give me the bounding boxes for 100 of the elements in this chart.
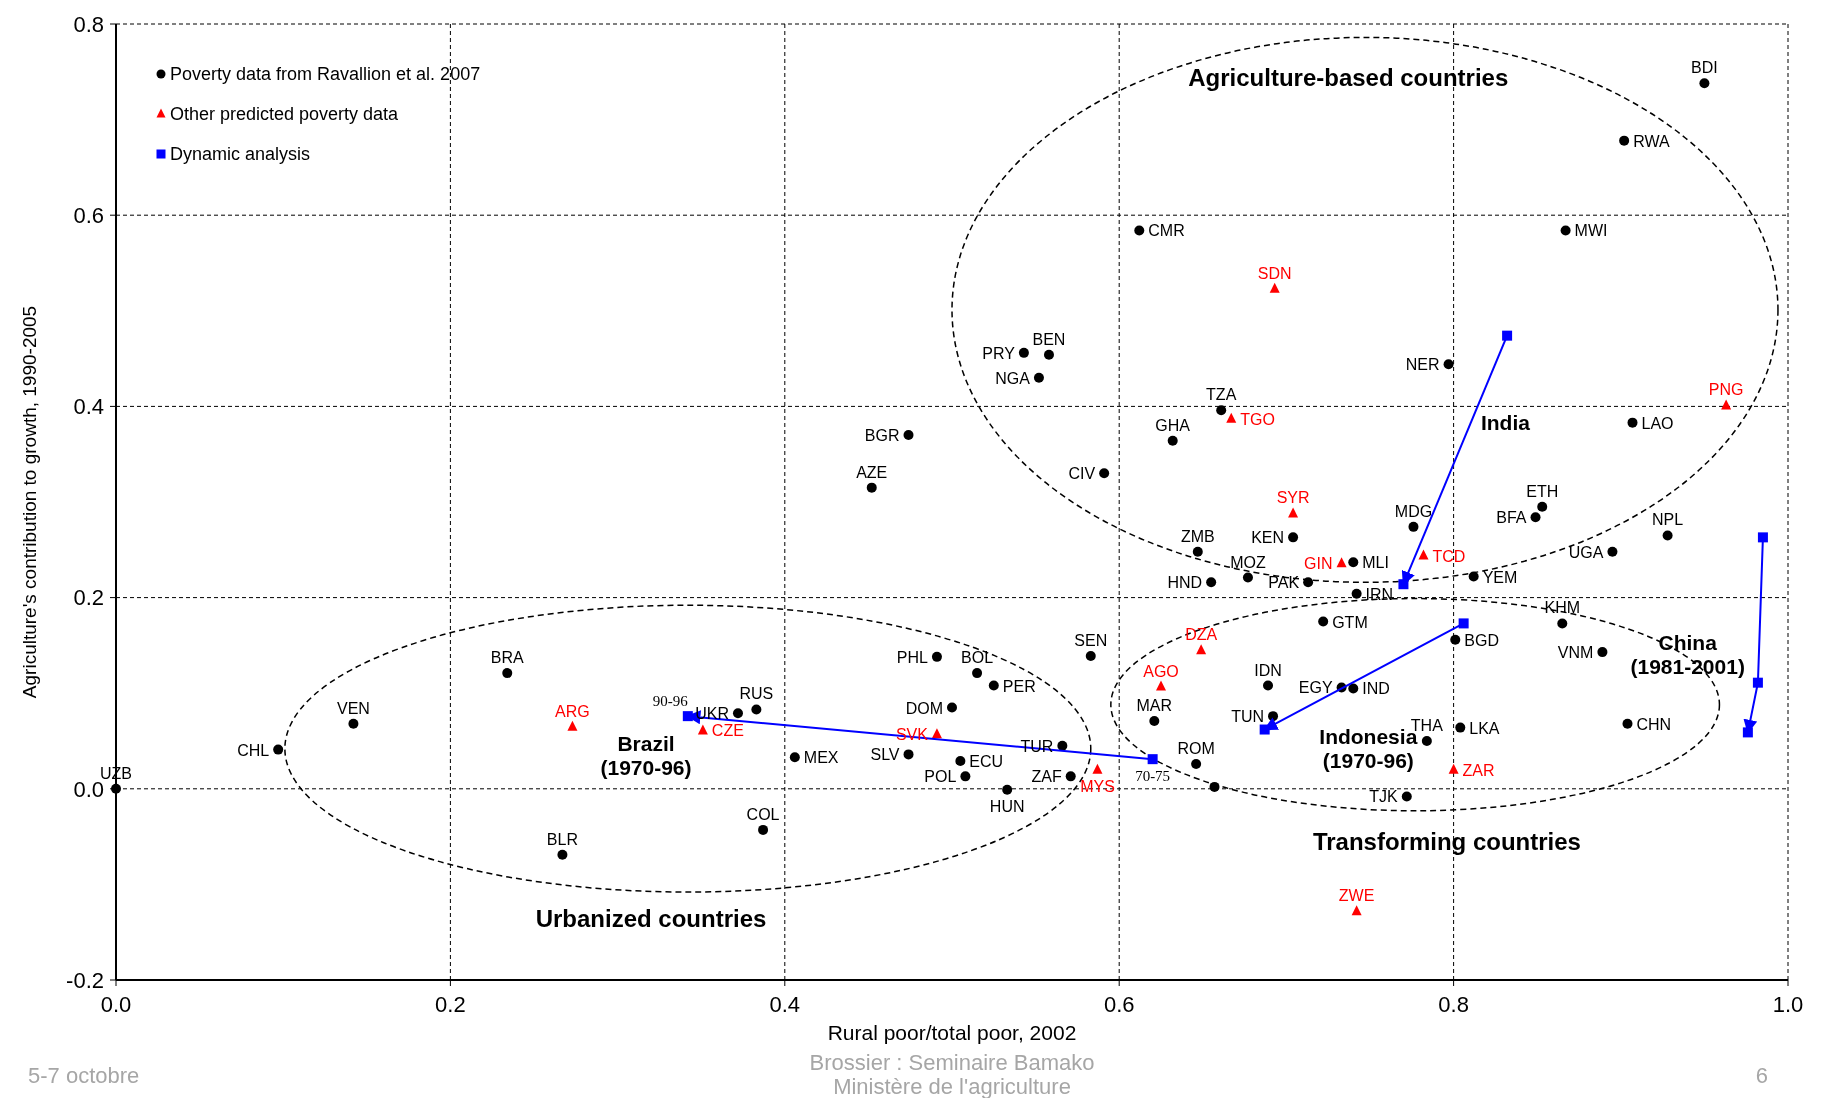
annotation: DOM (905, 699, 943, 717)
point (931, 728, 942, 739)
x-tick-label: 1.0 (1772, 992, 1804, 1017)
annotation: ARG (555, 702, 590, 720)
x-tick-label: 0.8 (1438, 992, 1469, 1017)
annotation: EGY (1298, 679, 1333, 697)
point (697, 724, 708, 735)
annotation: TCD (1432, 547, 1466, 565)
annotation: China (1981-2001) (1630, 631, 1745, 679)
annotation: CHN (1636, 715, 1672, 733)
annotation: HND (1167, 574, 1203, 592)
annotation: RWA (1633, 132, 1670, 150)
point (1757, 532, 1768, 543)
annotation: TGO (1240, 410, 1275, 428)
annotation: Agriculture-based countries (1188, 64, 1509, 92)
annotation: Urbanized countries (535, 905, 767, 933)
annotation: PAK (1268, 574, 1300, 592)
annotation: MLI (1362, 554, 1389, 572)
y-axis-title: Agriculture's contribution to growth, 1990-2005 (19, 305, 40, 699)
annotation: MEX (803, 749, 839, 767)
point (1448, 763, 1459, 774)
annotation: Brazil (1970-96) (600, 731, 692, 779)
annotation: 70-75 (1135, 768, 1171, 785)
annotation: ECU (969, 753, 1004, 771)
annotation: BLR (546, 830, 578, 848)
annotation: BRA (490, 649, 525, 667)
annotation: IND (1362, 680, 1390, 698)
annotation: TUN (1231, 708, 1265, 726)
annotation: Transforming countries (1312, 827, 1581, 855)
annotation: MAR (1136, 696, 1173, 714)
annotation: GHA (1155, 416, 1191, 434)
text: 6 (1755, 1063, 1768, 1088)
annotation: MDG (1394, 502, 1433, 520)
annotation: NPL (1652, 511, 1684, 529)
annotation: SEN (1074, 631, 1108, 649)
annotation: ZWE (1338, 887, 1375, 905)
annotation: BDI (1691, 59, 1718, 77)
annotation: TZA (1206, 386, 1237, 404)
y-tick-label: -0.2 (66, 967, 104, 993)
annotation: MOZ (1230, 553, 1266, 571)
y-tick-label: 0.8 (73, 11, 104, 37)
annotation: SLV (870, 746, 900, 764)
annotation: BFA (1496, 509, 1527, 527)
point (1196, 644, 1207, 655)
annotation: BGR (864, 427, 900, 445)
point (1336, 557, 1347, 568)
annotation: LAO (1641, 414, 1674, 432)
annotation: RUS (739, 685, 774, 703)
annotation: ETH (1526, 482, 1559, 500)
point (1092, 763, 1103, 774)
point (1269, 282, 1280, 293)
annotation: HUN (989, 797, 1025, 815)
x-axis-title: Rural poor/total poor, 2002 (827, 1021, 1077, 1044)
annotation: CHL (237, 741, 270, 759)
annotation: IRN (1365, 585, 1394, 603)
annotation: THA (1410, 717, 1444, 734)
annotation: NGA (995, 369, 1031, 387)
point (1147, 754, 1158, 765)
annotation: IDN (1254, 661, 1282, 679)
annotation: ZAR (1462, 761, 1495, 779)
annotation: ROM (1177, 739, 1215, 757)
text: 5-7 octobre (28, 1063, 140, 1088)
annotation: PHL (896, 648, 929, 666)
annotation: POL (924, 768, 957, 786)
annotation: MWI (1574, 222, 1608, 240)
y-tick-label: 0.4 (73, 394, 104, 420)
annotation: VNM (1557, 644, 1594, 662)
x-tick-label: 0.4 (769, 992, 801, 1017)
annotation: BOL (961, 649, 994, 667)
point (1721, 399, 1732, 410)
annotation: MYS (1080, 777, 1115, 795)
annotation: COL (746, 805, 780, 823)
annotation: VEN (336, 699, 370, 717)
annotation: AGO (1143, 662, 1179, 680)
annotation: CZE (711, 722, 744, 740)
annotation: PER (1002, 677, 1036, 695)
annotation: SDN (1257, 264, 1292, 282)
annotation: KEN (1251, 529, 1285, 547)
annotation: KHM (1544, 599, 1581, 617)
annotation: PNG (1708, 381, 1744, 399)
legend-label: Dynamic analysis (170, 144, 311, 164)
annotation: UGA (1568, 543, 1604, 561)
annotation: CMR (1148, 222, 1185, 240)
annotation: BEN (1032, 330, 1066, 348)
x-tick-label: 0.2 (435, 992, 466, 1017)
point (1351, 905, 1362, 916)
point (567, 720, 578, 731)
annotation: GTM (1332, 613, 1368, 631)
point (1156, 680, 1166, 691)
x-tick-label: 0.6 (1103, 992, 1135, 1017)
point (1288, 507, 1299, 518)
annotation: LKA (1469, 719, 1500, 737)
annotation: 90-96 (652, 693, 689, 710)
x-tick-label: 0.0 (100, 992, 132, 1017)
annotation: SYR (1276, 489, 1310, 507)
annotation: TJK (1369, 788, 1399, 806)
annotation: YEM (1482, 568, 1518, 586)
text: Ministère de l'agriculture (833, 1074, 1071, 1099)
y-tick-label: 0.2 (73, 585, 104, 611)
y-tick-label: 0.6 (73, 202, 104, 228)
